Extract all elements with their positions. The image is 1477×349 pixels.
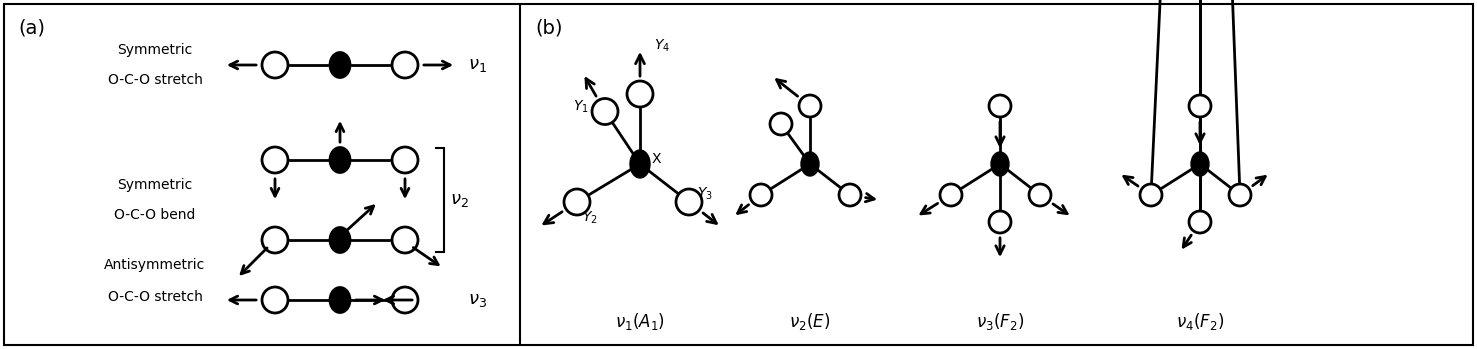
Circle shape bbox=[939, 184, 962, 206]
Text: $\nu_3$: $\nu_3$ bbox=[468, 291, 487, 309]
Text: $\nu_2$: $\nu_2$ bbox=[450, 191, 468, 209]
Ellipse shape bbox=[329, 52, 350, 77]
Circle shape bbox=[990, 211, 1010, 233]
Circle shape bbox=[261, 147, 288, 173]
Text: O-C-O stretch: O-C-O stretch bbox=[108, 290, 202, 304]
Circle shape bbox=[799, 95, 821, 117]
Circle shape bbox=[1189, 95, 1211, 117]
Text: $Y_2$: $Y_2$ bbox=[582, 210, 598, 226]
Text: (a): (a) bbox=[18, 18, 44, 37]
Circle shape bbox=[592, 98, 617, 125]
Circle shape bbox=[261, 287, 288, 313]
Text: O-C-O bend: O-C-O bend bbox=[114, 208, 195, 222]
Text: O-C-O stretch: O-C-O stretch bbox=[108, 73, 202, 87]
Text: $\nu_1(A_1)$: $\nu_1(A_1)$ bbox=[614, 311, 665, 332]
Text: (b): (b) bbox=[535, 18, 563, 37]
Circle shape bbox=[1140, 184, 1162, 206]
Ellipse shape bbox=[991, 152, 1009, 176]
Circle shape bbox=[839, 184, 861, 206]
Text: $\nu_2(E)$: $\nu_2(E)$ bbox=[789, 311, 830, 332]
Circle shape bbox=[1189, 211, 1211, 233]
Text: $Y_4$: $Y_4$ bbox=[654, 38, 671, 54]
Circle shape bbox=[391, 147, 418, 173]
Circle shape bbox=[391, 287, 418, 313]
Text: $\nu_4(F_2)$: $\nu_4(F_2)$ bbox=[1176, 311, 1224, 332]
Text: $\nu_3(F_2)$: $\nu_3(F_2)$ bbox=[976, 311, 1024, 332]
Circle shape bbox=[391, 52, 418, 78]
Circle shape bbox=[261, 52, 288, 78]
Text: $\nu_1$: $\nu_1$ bbox=[468, 56, 487, 74]
Ellipse shape bbox=[631, 150, 650, 178]
Circle shape bbox=[628, 81, 653, 107]
Circle shape bbox=[750, 184, 772, 206]
Circle shape bbox=[391, 227, 418, 253]
Circle shape bbox=[770, 113, 792, 135]
Circle shape bbox=[261, 227, 288, 253]
Circle shape bbox=[1229, 184, 1251, 206]
Text: Symmetric: Symmetric bbox=[117, 178, 192, 192]
Text: $Y_3$: $Y_3$ bbox=[697, 186, 713, 202]
Text: X: X bbox=[651, 152, 662, 166]
Text: Antisymmetric: Antisymmetric bbox=[105, 258, 205, 272]
Ellipse shape bbox=[329, 228, 350, 252]
Text: $Y_1$: $Y_1$ bbox=[573, 98, 589, 115]
Ellipse shape bbox=[1190, 152, 1210, 176]
Ellipse shape bbox=[801, 152, 820, 176]
Ellipse shape bbox=[329, 288, 350, 312]
Circle shape bbox=[676, 189, 702, 215]
Text: Symmetric: Symmetric bbox=[117, 43, 192, 57]
Circle shape bbox=[1029, 184, 1052, 206]
Circle shape bbox=[564, 189, 589, 215]
Circle shape bbox=[990, 95, 1010, 117]
Ellipse shape bbox=[329, 148, 350, 172]
